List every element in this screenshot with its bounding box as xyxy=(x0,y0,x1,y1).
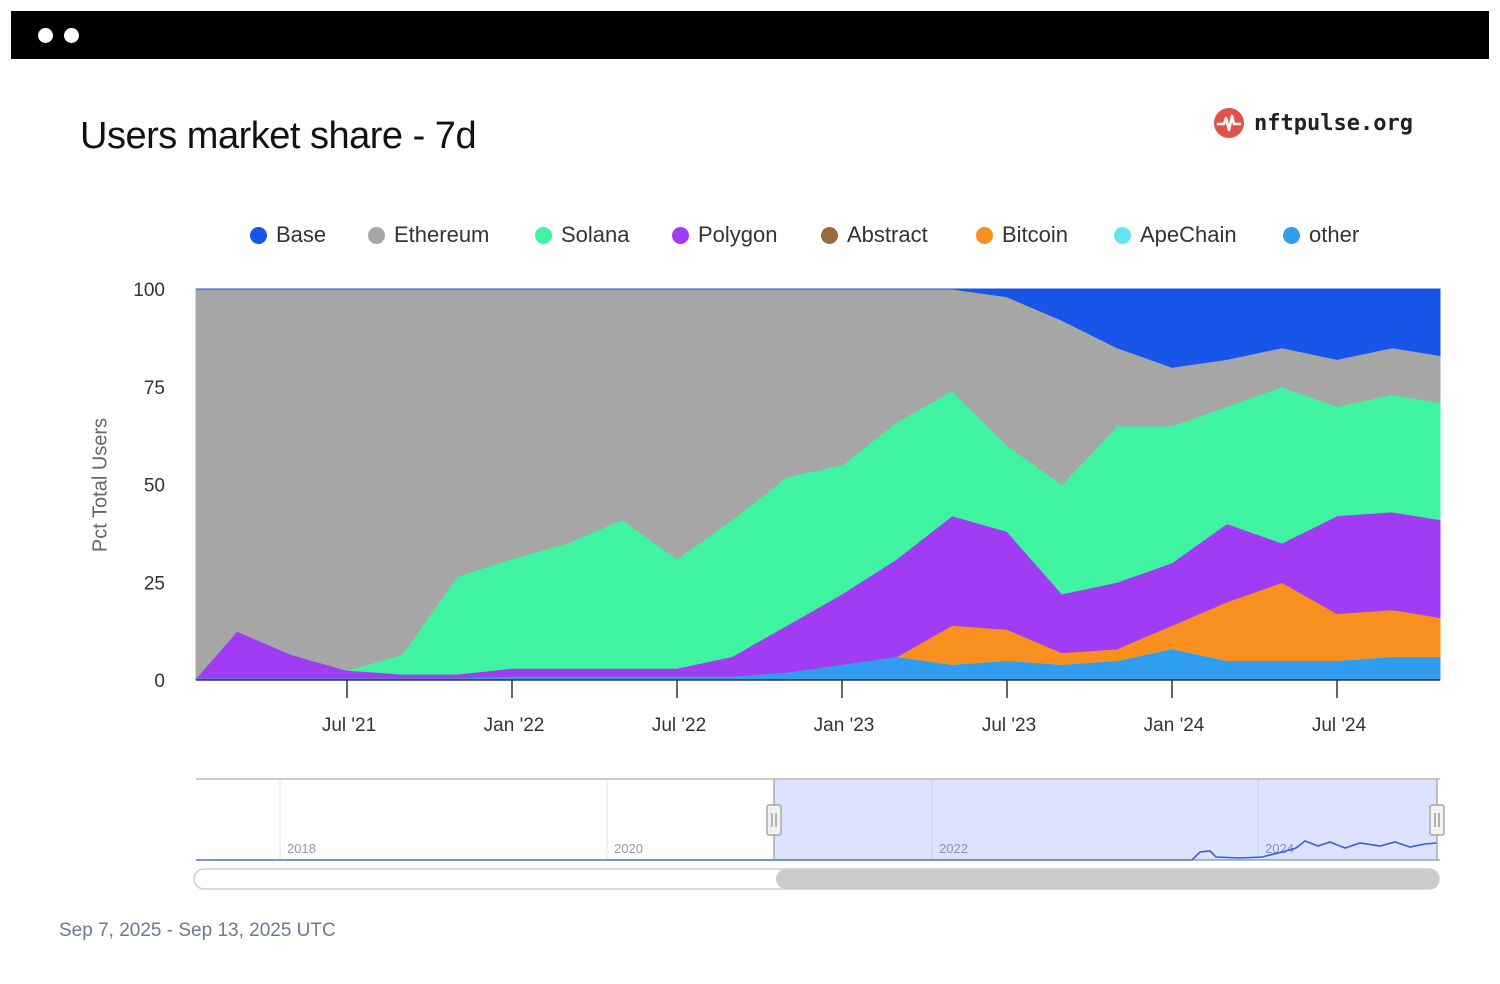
legend-label: Abstract xyxy=(847,222,928,247)
legend-label: Base xyxy=(276,222,327,247)
legend-item-polygon[interactable]: Polygon xyxy=(672,222,778,248)
legend-item-ethereum[interactable]: Ethereum xyxy=(368,222,489,248)
x-tick-label: Jul '23 xyxy=(982,715,1036,736)
navigator-handle-right[interactable] xyxy=(1429,804,1445,836)
navigator-handle-left[interactable] xyxy=(766,804,782,836)
legend-item-other[interactable]: other xyxy=(1283,222,1359,248)
legend-label: Bitcoin xyxy=(1002,222,1069,247)
legend-item-bitcoin[interactable]: Bitcoin xyxy=(976,222,1068,248)
navigator-selection[interactable] xyxy=(774,779,1437,860)
legend-swatch xyxy=(535,226,552,244)
y-tick-label: 100 xyxy=(133,280,165,301)
navigator-year-label: 2018 xyxy=(287,841,316,856)
navigator-year-label: 2022 xyxy=(939,841,968,856)
x-tick-label: Jan '22 xyxy=(484,715,545,736)
y-tick-label: 25 xyxy=(144,573,165,594)
x-tick-label: Jul '21 xyxy=(322,715,376,736)
legend-label: Solana xyxy=(561,222,630,247)
legend-item-solana[interactable]: Solana xyxy=(535,222,630,248)
navigator-year-label: 2024 xyxy=(1265,841,1294,856)
pulse-icon xyxy=(1214,108,1244,138)
legend-label: ApeChain xyxy=(1140,222,1237,247)
window-dot-1[interactable] xyxy=(38,28,53,43)
legend-item-apechain[interactable]: ApeChain xyxy=(1114,222,1237,248)
window-dot-2[interactable] xyxy=(64,28,79,43)
x-tick-label: Jan '24 xyxy=(1144,715,1205,736)
legend-swatch xyxy=(976,226,993,244)
x-tick-label: Jul '24 xyxy=(1312,715,1367,736)
legend-swatch xyxy=(821,226,838,244)
legend-item-abstract[interactable]: Abstract xyxy=(821,222,928,248)
legend-label: other xyxy=(1309,222,1360,247)
y-tick-label: 0 xyxy=(154,671,165,692)
legend-item-base[interactable]: Base xyxy=(250,222,326,248)
x-tick-label: Jul '22 xyxy=(652,715,706,736)
navigator-year-label: 2020 xyxy=(614,841,643,856)
chart-title: Users market share - 7d xyxy=(80,115,477,157)
area-series-base xyxy=(196,288,1441,368)
legend-swatch xyxy=(368,226,385,244)
brand-text: nftpulse.org xyxy=(1254,110,1413,136)
brand[interactable]: nftpulse.org xyxy=(1213,107,1413,139)
legend-swatch xyxy=(250,226,267,244)
legend-label: Ethereum xyxy=(394,222,490,247)
navigator-series-line xyxy=(196,840,1438,861)
x-tick-label: Jan '23 xyxy=(814,715,875,736)
legend: Base Ethereum Solana Polygon Abstract Bitcoin… xyxy=(0,222,1500,252)
scrollbar-thumb[interactable] xyxy=(776,869,1439,889)
legend-swatch xyxy=(1283,226,1300,244)
window-titlebar xyxy=(11,11,1489,59)
legend-label: Polygon xyxy=(698,222,778,247)
handle-body[interactable] xyxy=(766,804,782,836)
y-tick-label: 75 xyxy=(144,378,165,399)
legend-swatch xyxy=(672,226,689,244)
date-range: Sep 7, 2025 - Sep 13, 2025 UTC xyxy=(59,920,336,941)
handle-body[interactable] xyxy=(1429,804,1445,836)
navigator-background xyxy=(196,779,1440,860)
legend-swatch xyxy=(1114,226,1131,244)
y-tick-label: 50 xyxy=(144,476,165,497)
